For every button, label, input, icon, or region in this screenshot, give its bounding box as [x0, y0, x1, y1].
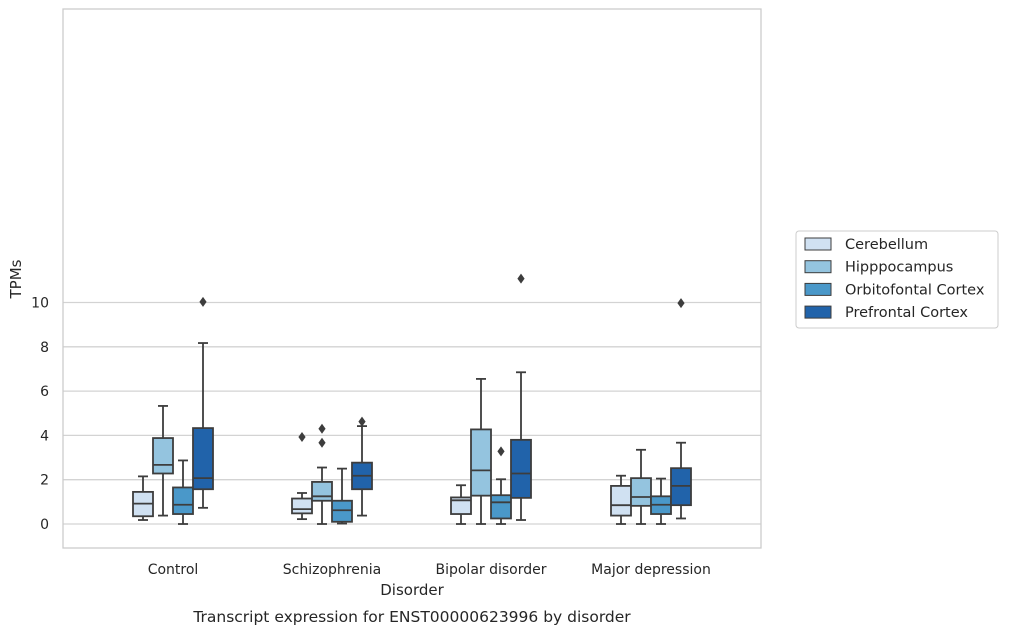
box-schizophrenia	[351, 416, 373, 517]
legend-swatch	[804, 237, 832, 251]
box-iqr	[490, 494, 512, 520]
box-schizophrenia	[291, 431, 313, 521]
chart-marks	[132, 273, 692, 525]
x-tick-label: Bipolar disorder	[435, 562, 546, 578]
y-tick-label: 0	[40, 517, 49, 533]
box-bipolar-disorder	[510, 273, 532, 521]
box-iqr	[152, 437, 174, 475]
legend-label: Hipppocampus	[845, 260, 953, 276]
y-axis-label: TPMs	[7, 259, 25, 299]
chart-caption: Transcript expression for ENST0000062399…	[192, 608, 631, 626]
box-bipolar-disorder	[490, 446, 512, 525]
series-prefrontal-cortex	[192, 273, 692, 521]
legend-items: Cerebellum Hipppocampus Orbitofontal Corte…	[804, 237, 985, 321]
outlier-point	[318, 437, 326, 448]
legend-label: Orbitofontal Cortex	[845, 282, 985, 298]
x-axis-label: Disorder	[380, 581, 444, 599]
box-control	[192, 296, 214, 509]
outlier-point	[298, 431, 306, 442]
legend-frame	[795, 230, 999, 329]
outlier-point	[517, 273, 525, 284]
x-tick-labels: Control Schizophrenia Bipolar disorder Majo…	[148, 562, 711, 578]
outlier-point	[358, 416, 366, 427]
legend-swatch	[804, 305, 832, 319]
legend-swatch	[804, 282, 832, 296]
box-bipolar-disorder	[470, 378, 492, 525]
y-tick-label: 6	[40, 384, 49, 400]
box-iqr	[450, 496, 472, 515]
box-control	[152, 405, 174, 517]
outlier-point	[677, 298, 685, 309]
box-iqr	[172, 486, 194, 515]
box-iqr	[610, 485, 632, 517]
legend-item: Orbitofontal Cortex	[804, 282, 985, 298]
box-iqr	[470, 428, 492, 497]
y-tick-label: 2	[40, 473, 49, 489]
box-major-depression	[670, 298, 692, 520]
x-tick-label: Control	[148, 562, 199, 578]
x-tick-label: Major depression	[591, 562, 711, 578]
legend-item: Prefrontal Cortex	[804, 305, 968, 321]
box-major-depression	[610, 474, 632, 525]
box-iqr	[331, 499, 353, 523]
outlier-point	[199, 296, 207, 307]
box-iqr	[192, 427, 214, 491]
box-iqr	[291, 497, 313, 515]
legend-item: Hipppocampus	[804, 260, 953, 276]
box-control	[172, 459, 194, 525]
box-iqr	[311, 481, 333, 502]
plot-frame	[62, 8, 762, 549]
outlier-point	[318, 423, 326, 434]
legend: Cerebellum Hipppocampus Orbitofontal Corte…	[795, 230, 999, 329]
box-schizophrenia	[331, 467, 353, 525]
outlier-point	[497, 446, 505, 457]
legend-label: Cerebellum	[845, 237, 928, 253]
box-major-depression	[650, 477, 672, 525]
y-tick-labels: 0 2 4 6 8 10	[31, 296, 49, 534]
series-orbitofontal-cortex	[172, 446, 672, 525]
x-tick-label: Schizophrenia	[283, 562, 381, 578]
y-tick-label: 8	[40, 340, 49, 356]
box-control	[132, 475, 154, 521]
grid-lines	[63, 301, 761, 525]
box-bipolar-disorder	[450, 484, 472, 525]
series-hipppocampus	[152, 378, 652, 525]
box-iqr	[630, 477, 652, 507]
box-iqr	[510, 438, 532, 499]
y-tick-label: 4	[40, 428, 49, 444]
legend-swatch	[804, 260, 832, 274]
box-major-depression	[630, 448, 652, 525]
legend-label: Prefrontal Cortex	[845, 305, 968, 321]
y-tick-label: 10	[31, 296, 49, 312]
box-schizophrenia	[311, 423, 333, 525]
legend-item: Cerebellum	[804, 237, 928, 253]
